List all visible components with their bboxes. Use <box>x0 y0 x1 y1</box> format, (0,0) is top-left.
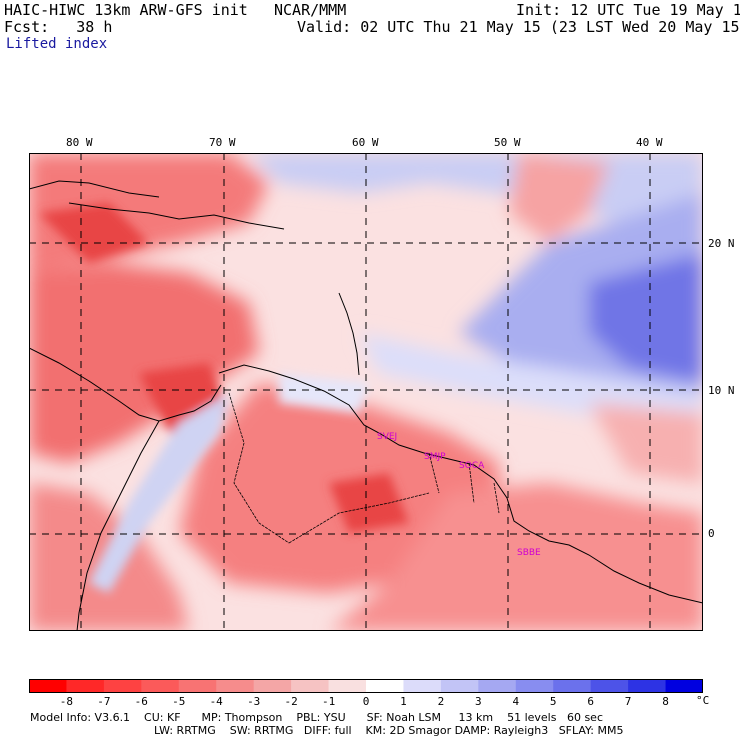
lat-label-20n: 20 N <box>708 237 735 250</box>
colorbar-swatch <box>253 679 292 693</box>
model-info-line1: Model Info: V3.6.1 CU: KF MP: Thompson P… <box>30 711 603 724</box>
colorbar-tick-label: 6 <box>587 695 594 708</box>
colorbar-tick-label: 8 <box>662 695 669 708</box>
colorbar-tick-label: -6 <box>134 695 148 708</box>
colorbar-frame <box>29 679 703 693</box>
colorbar-swatch <box>141 679 180 693</box>
negative-li-central-america <box>29 263 259 463</box>
border-colombia-venezuela <box>228 392 290 544</box>
colorbar-tick-label: -2 <box>284 695 298 708</box>
colorbar-swatch <box>178 679 217 693</box>
valid-time: Valid: 02 UTC Thu 21 May 15 (23 LST Wed … <box>297 18 740 36</box>
colorbar-swatch <box>553 679 592 693</box>
colorbar-swatch <box>66 679 105 693</box>
colorbar-swatch <box>590 679 629 693</box>
colorbar-tick-label: -3 <box>247 695 261 708</box>
coastline-central-america <box>29 347 222 422</box>
colorbar-tick-label: 3 <box>474 695 482 708</box>
colorbar-swatch <box>628 679 667 693</box>
colorbar-swatch <box>291 679 330 693</box>
colorbar-swatch <box>515 679 554 693</box>
negative-li-brazil <box>329 483 703 631</box>
lat-label-eq: 0 <box>708 527 715 540</box>
lat-label-10n: 10 N <box>708 384 735 397</box>
coastline-greater-antilles <box>68 202 285 230</box>
colorbar-tick-label: -4 <box>209 695 223 708</box>
colorbar-unit: °C <box>696 694 710 707</box>
negative-li-atlantic-arm <box>509 153 609 243</box>
colorbar-tick-label: 7 <box>624 695 632 708</box>
model-title: HAIC-HIWC 13km ARW-GFS init <box>4 1 248 19</box>
colorbar-swatch <box>478 679 517 693</box>
colorbar-swatch <box>216 679 255 693</box>
colorbar-swatch <box>440 679 479 693</box>
station-smjp: SMJP <box>424 452 446 462</box>
colorbar-swatch <box>29 679 67 693</box>
coastline-cuba <box>29 180 160 198</box>
lon-label-80w: 80 W <box>66 136 93 149</box>
colorbar-tick-label: -5 <box>172 695 186 708</box>
model-info-line2: LW: RRTMG SW: RRTMG DIFF: full KM: 2D Sm… <box>154 724 624 737</box>
colorbar-tick-label: 4 <box>512 695 520 708</box>
border-guianas <box>428 452 500 514</box>
positive-orinoco-strip <box>279 373 369 413</box>
negative-li-west-atlantic <box>589 403 703 483</box>
strong-positive-core <box>589 253 703 383</box>
colorbar-tick-label: -7 <box>97 695 111 708</box>
colorbar-swatch <box>103 679 142 693</box>
station-svej: SVEJ <box>377 432 398 442</box>
colorbar-tick-label: 5 <box>549 695 557 708</box>
positive-andes-strip <box>89 393 229 593</box>
colorbar-swatch <box>403 679 442 693</box>
station-sbbe: SBBE <box>517 548 541 558</box>
strong-negative-cores <box>39 203 409 533</box>
map-frame <box>29 153 703 631</box>
lon-label-70w: 70 W <box>209 136 236 149</box>
coastline-south-america-west <box>76 420 160 631</box>
field-name: Lifted index <box>6 36 108 52</box>
colorbar <box>29 679 703 693</box>
colorbar-swatch <box>328 679 367 693</box>
colorbar-tick-label: -8 <box>59 695 74 708</box>
colorbar-tick-label: -1 <box>321 695 336 708</box>
coastline-lesser-antilles <box>338 292 360 376</box>
lifted-index-map <box>29 153 703 631</box>
org-label: NCAR/MMM <box>274 1 347 19</box>
lon-label-50w: 50 W <box>494 136 521 149</box>
lon-label-60w: 60 W <box>352 136 379 149</box>
colorbar-swatch <box>366 679 404 693</box>
positive-li-mid-band <box>359 333 703 423</box>
colorbar-tick-label: 0 <box>362 695 370 708</box>
lon-label-40w: 40 W <box>636 136 663 149</box>
border-venezuela-brazil <box>288 492 430 544</box>
init-time: Init: 12 UTC Tue 19 May 15 <box>516 1 740 19</box>
forecast-hour: Fcst: 38 h <box>4 18 113 36</box>
colorbar-swatch <box>665 679 703 693</box>
station-soca: SOCA <box>459 461 485 471</box>
coastline-south-america-north <box>218 364 703 604</box>
colorbar-tick-label: 2 <box>437 695 445 708</box>
colorbar-tick-label: 1 <box>400 695 407 708</box>
